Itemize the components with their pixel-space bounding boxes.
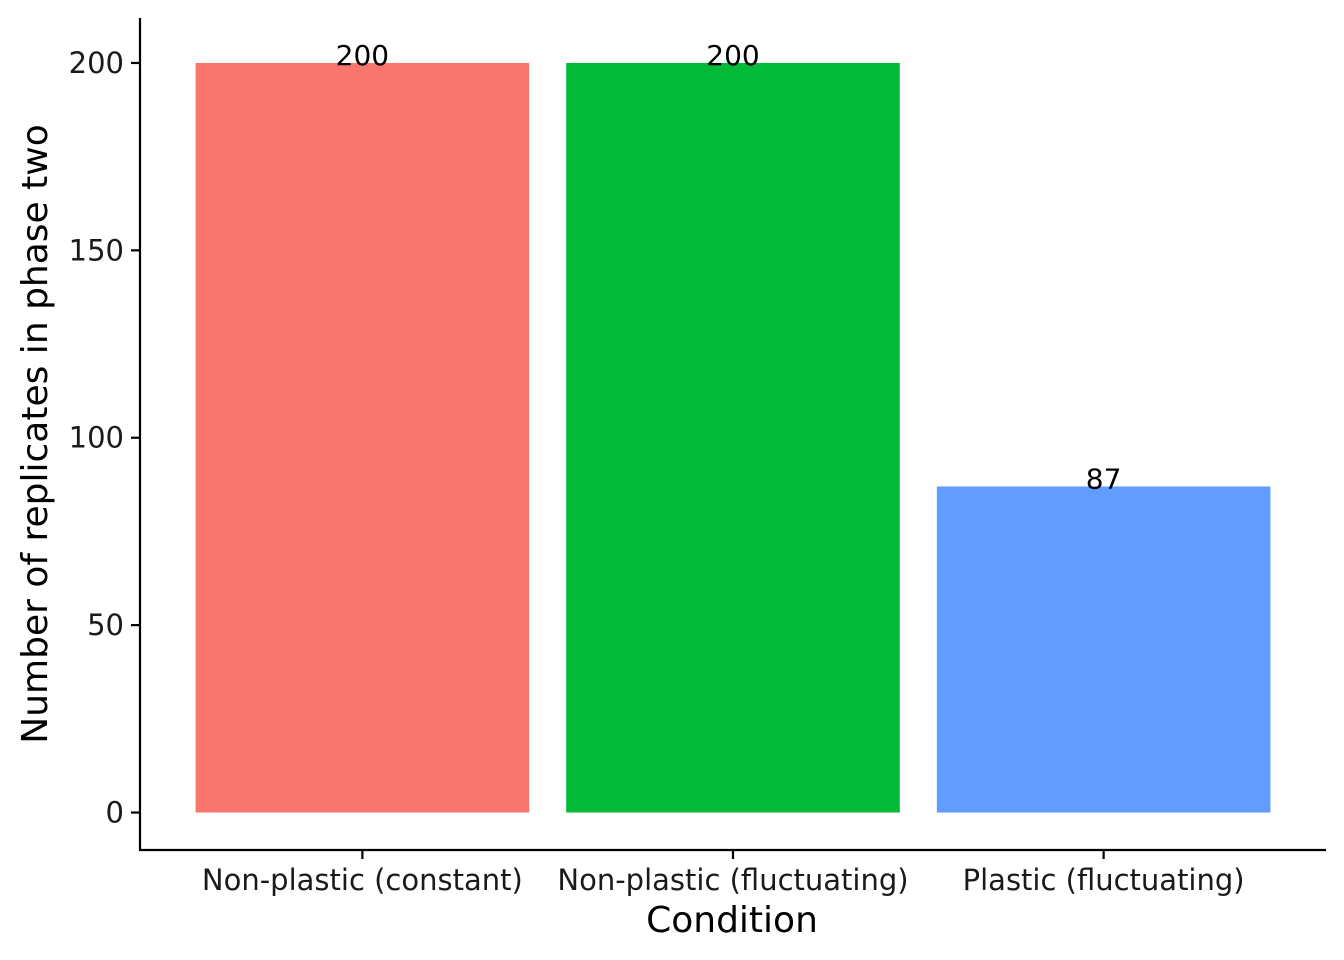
bar-non-plastic-constant <box>195 62 530 813</box>
x-ticks-group: Non-plastic (constant) Non-plastic (fluct… <box>202 850 1245 897</box>
x-tick-label: Plastic (fluctuating) <box>963 863 1245 897</box>
data-label-non-plastic-fluctuating: 200 <box>706 39 759 72</box>
x-tick-label: Non-plastic (constant) <box>202 863 523 897</box>
data-label-plastic-fluctuating: 87 <box>1086 462 1122 495</box>
y-ticks-group: 0 50 100 150 200 <box>69 46 140 830</box>
x-tick-label: Non-plastic (fluctuating) <box>557 863 908 897</box>
bar-non-plastic-fluctuating <box>566 62 900 813</box>
y-axis-title: Number of replicates in phase two <box>15 124 56 743</box>
data-label-non-plastic-constant: 200 <box>336 39 389 72</box>
y-tick-label: 100 <box>69 421 124 455</box>
y-tick-label: 50 <box>87 608 124 642</box>
y-tick-label: 150 <box>69 233 124 267</box>
y-tick-label: 200 <box>69 46 124 80</box>
bar-plastic-fluctuating <box>936 486 1271 813</box>
y-tick-label: 0 <box>106 796 124 830</box>
bars-group <box>195 62 1271 813</box>
x-axis-title: Condition <box>646 900 818 941</box>
data-labels-group: 200 200 87 <box>336 39 1122 495</box>
